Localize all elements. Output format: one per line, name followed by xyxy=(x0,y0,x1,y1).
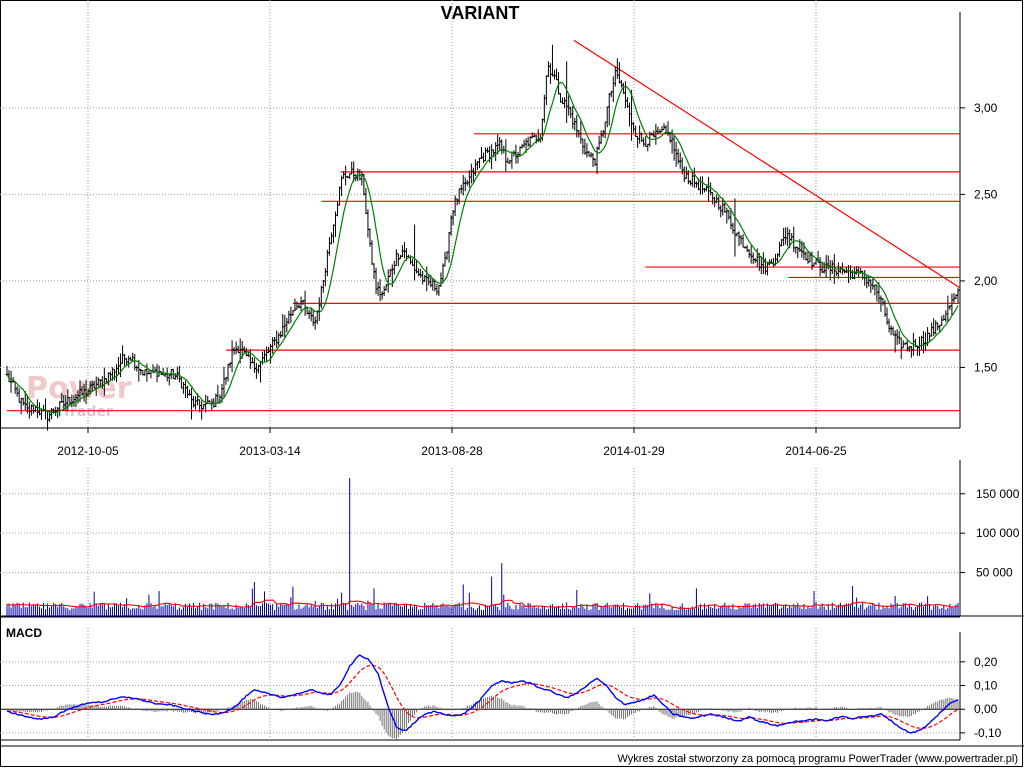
macd-y-tick-label: 0,20 xyxy=(974,655,998,669)
support-resistance-lines xyxy=(7,39,961,412)
date-x-tick-label: 2013-08-28 xyxy=(421,444,483,458)
date-x-tick-label: 2012-10-05 xyxy=(57,444,119,458)
grid-lines xyxy=(0,0,960,740)
volume-y-tick-label: 100 000 xyxy=(976,526,1020,540)
footer-credit: Wykres został stworzony za pomocą progra… xyxy=(617,753,1018,765)
date-x-tick-label: 2013-03-14 xyxy=(239,444,301,458)
volume-ma-line xyxy=(6,599,959,609)
macd-y-tick-label: 0,10 xyxy=(974,679,998,693)
date-x-tick-label: 2014-06-25 xyxy=(785,444,847,458)
macd-y-tick-label: -0,10 xyxy=(974,726,1002,740)
price-y-tick-label: 1,50 xyxy=(974,360,998,374)
volume-y-tick-label: 50 000 xyxy=(976,566,1013,580)
macd-indicator xyxy=(6,654,959,740)
chart-title: VARIANT xyxy=(441,3,520,23)
price-ma-line xyxy=(6,81,959,414)
price-y-tick-label: 2,00 xyxy=(974,274,998,288)
macd-signal-line xyxy=(7,664,959,729)
volume-y-tick-label: 150 000 xyxy=(976,487,1020,501)
price-y-tick-label: 2,50 xyxy=(974,187,998,201)
axis-ticks: 3,00 2,50 2,00 1,50 2012-10-05 2013-03-14 2013… xyxy=(57,101,1019,740)
trend-line xyxy=(573,39,961,289)
watermark-sub: Trader xyxy=(62,404,113,420)
macd-panel-label: MACD xyxy=(6,626,42,640)
macd-y-tick-label: 0,00 xyxy=(974,702,998,716)
volume-bars xyxy=(6,478,959,617)
price-y-tick-label: 3,00 xyxy=(974,101,998,115)
date-x-tick-label: 2014-01-29 xyxy=(603,444,665,458)
macd-line xyxy=(6,654,959,734)
price-moving-average xyxy=(6,81,959,414)
